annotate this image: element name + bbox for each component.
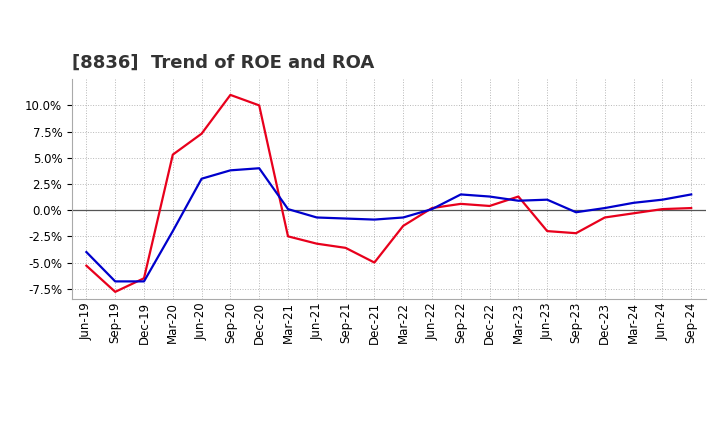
ROA (658, 197, 667, 202)
ROE (255, 103, 264, 108)
ROA (428, 206, 436, 212)
ROA (572, 209, 580, 215)
ROA (82, 249, 91, 255)
ROA (514, 198, 523, 203)
ROE (629, 211, 638, 216)
Line: ROE: ROE (86, 95, 691, 292)
ROE (168, 152, 177, 157)
ROA (399, 215, 408, 220)
ROE (370, 260, 379, 265)
ROA (456, 192, 465, 197)
ROE (485, 203, 494, 209)
ROE (197, 131, 206, 136)
ROE (111, 289, 120, 294)
ROA (255, 165, 264, 171)
Text: [8836]  Trend of ROE and ROA: [8836] Trend of ROE and ROA (72, 54, 374, 72)
ROE (600, 215, 609, 220)
ROE (687, 205, 696, 211)
ROA (168, 228, 177, 234)
ROE (572, 231, 580, 236)
ROA (226, 168, 235, 173)
ROA (485, 194, 494, 199)
ROE (543, 228, 552, 234)
ROE (82, 263, 91, 268)
ROA (370, 217, 379, 222)
ROE (456, 201, 465, 206)
ROE (428, 205, 436, 211)
ROE (140, 275, 148, 281)
ROA (543, 197, 552, 202)
ROA (312, 215, 321, 220)
ROE (226, 92, 235, 98)
ROA (687, 192, 696, 197)
ROE (284, 234, 292, 239)
Line: ROA: ROA (86, 168, 691, 282)
ROA (341, 216, 350, 221)
ROA (629, 200, 638, 205)
ROE (312, 241, 321, 246)
ROE (658, 206, 667, 212)
ROE (514, 194, 523, 199)
ROA (284, 206, 292, 212)
ROA (111, 279, 120, 284)
ROE (341, 245, 350, 250)
ROA (140, 279, 148, 284)
ROA (600, 205, 609, 211)
ROE (399, 223, 408, 228)
ROA (197, 176, 206, 181)
